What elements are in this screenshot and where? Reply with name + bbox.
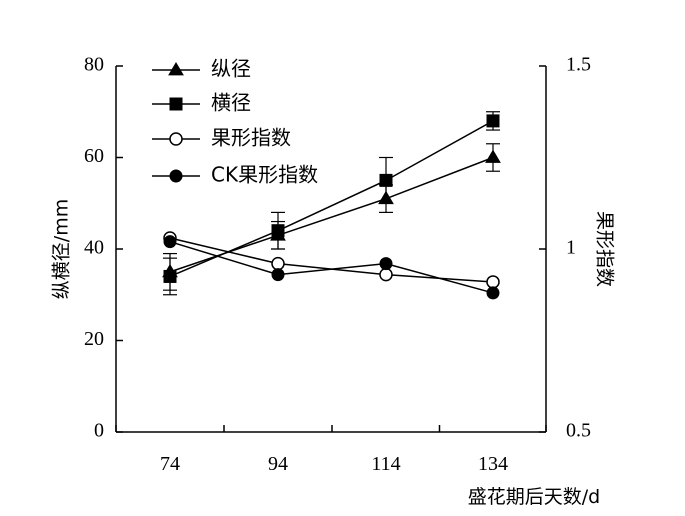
x-tick-label: 114: [371, 453, 400, 475]
y-tick-label: 60: [84, 145, 104, 167]
data-point: [486, 286, 500, 300]
data-point: [486, 275, 500, 289]
legend-label: CK果形指数: [211, 163, 318, 187]
x-tick-label: 134: [478, 453, 508, 475]
legend-marker: [168, 62, 184, 76]
x-tick-label: 94: [268, 453, 288, 475]
series-2: [163, 231, 500, 289]
legend-marker: [169, 169, 183, 183]
y2-axis-title: 果形指数: [594, 211, 616, 287]
data-point: [485, 149, 501, 163]
legend-label: 纵径: [211, 57, 251, 81]
legend-label: 果形指数: [211, 126, 291, 150]
x-axis-title: 盛花期后天数/d: [468, 486, 600, 508]
data-point: [163, 269, 177, 283]
y-tick-label: 20: [84, 328, 104, 350]
data-point: [271, 224, 285, 238]
series-line: [169, 120, 494, 278]
series-3: [163, 235, 500, 300]
y-tick-label: 40: [84, 237, 104, 259]
series-line: [169, 237, 494, 283]
series-1: [163, 111, 500, 296]
legend-label: 横径: [211, 91, 251, 115]
y2-tick-label: 1: [566, 237, 576, 259]
y-tick-label: 80: [84, 54, 104, 76]
x-tick-label: 74: [160, 453, 180, 475]
y-axis-title: 纵横径/mm: [51, 199, 73, 299]
axes: [115, 66, 547, 433]
ticks: 0 20 40 60 80 0.5 1 1.5 74 94 114 134: [84, 54, 591, 475]
series-line: [169, 240, 494, 294]
data-point: [379, 267, 393, 282]
data-point: [271, 256, 285, 271]
data-point: [163, 235, 177, 249]
legend-marker: [169, 97, 183, 111]
y2-tick-label: 1.5: [566, 54, 591, 76]
legend-marker: [169, 132, 183, 146]
y-tick-label: 0: [94, 420, 104, 442]
data-point: [379, 173, 393, 187]
data-point: [271, 268, 285, 282]
data-point: [486, 114, 500, 128]
series-layer: [162, 111, 501, 300]
data-point: [379, 257, 393, 271]
y2-tick-label: 0.5: [566, 420, 591, 442]
